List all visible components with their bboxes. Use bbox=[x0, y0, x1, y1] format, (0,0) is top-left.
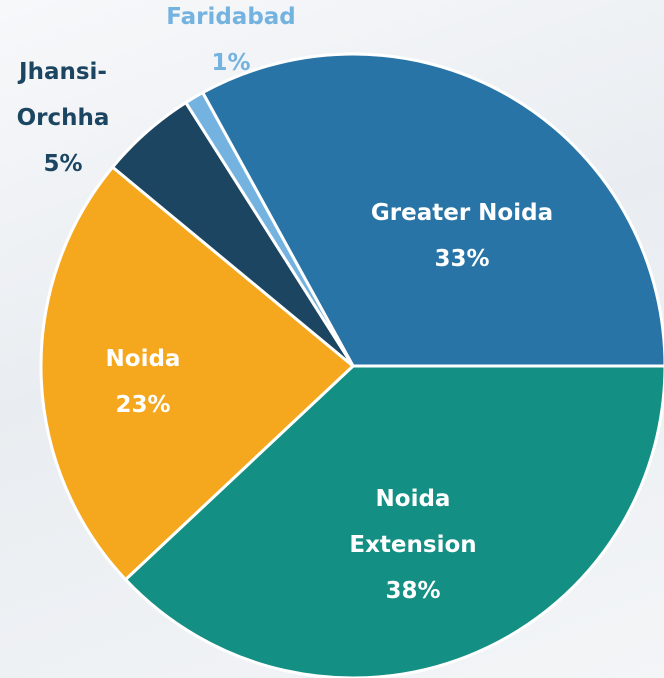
value-label: 23% bbox=[115, 392, 171, 418]
category-label: Greater Noida bbox=[370, 200, 554, 226]
slice-label: Jhansi-Orchha 5% bbox=[3, 49, 123, 187]
category-label: Noida bbox=[105, 346, 181, 372]
value-label: 1% bbox=[211, 50, 251, 76]
pie-slice bbox=[124, 364, 664, 678]
slice-label: Greater Noida 33% bbox=[342, 190, 582, 282]
value-label: 5% bbox=[43, 151, 83, 177]
category-label: Faridabad bbox=[166, 4, 296, 30]
slice-label: Noida Extension 38% bbox=[323, 476, 503, 614]
pie-slice bbox=[201, 52, 664, 368]
value-label: 38% bbox=[385, 578, 441, 604]
pie-slice bbox=[184, 91, 355, 368]
slice-label: Faridabad 1% bbox=[131, 0, 331, 86]
category-label: Jhansi-Orchha bbox=[16, 59, 110, 131]
pie-slice bbox=[39, 165, 355, 582]
value-label: 33% bbox=[434, 246, 490, 272]
category-label: Noida Extension bbox=[349, 486, 477, 558]
slice-label: Noida 23% bbox=[63, 336, 223, 428]
